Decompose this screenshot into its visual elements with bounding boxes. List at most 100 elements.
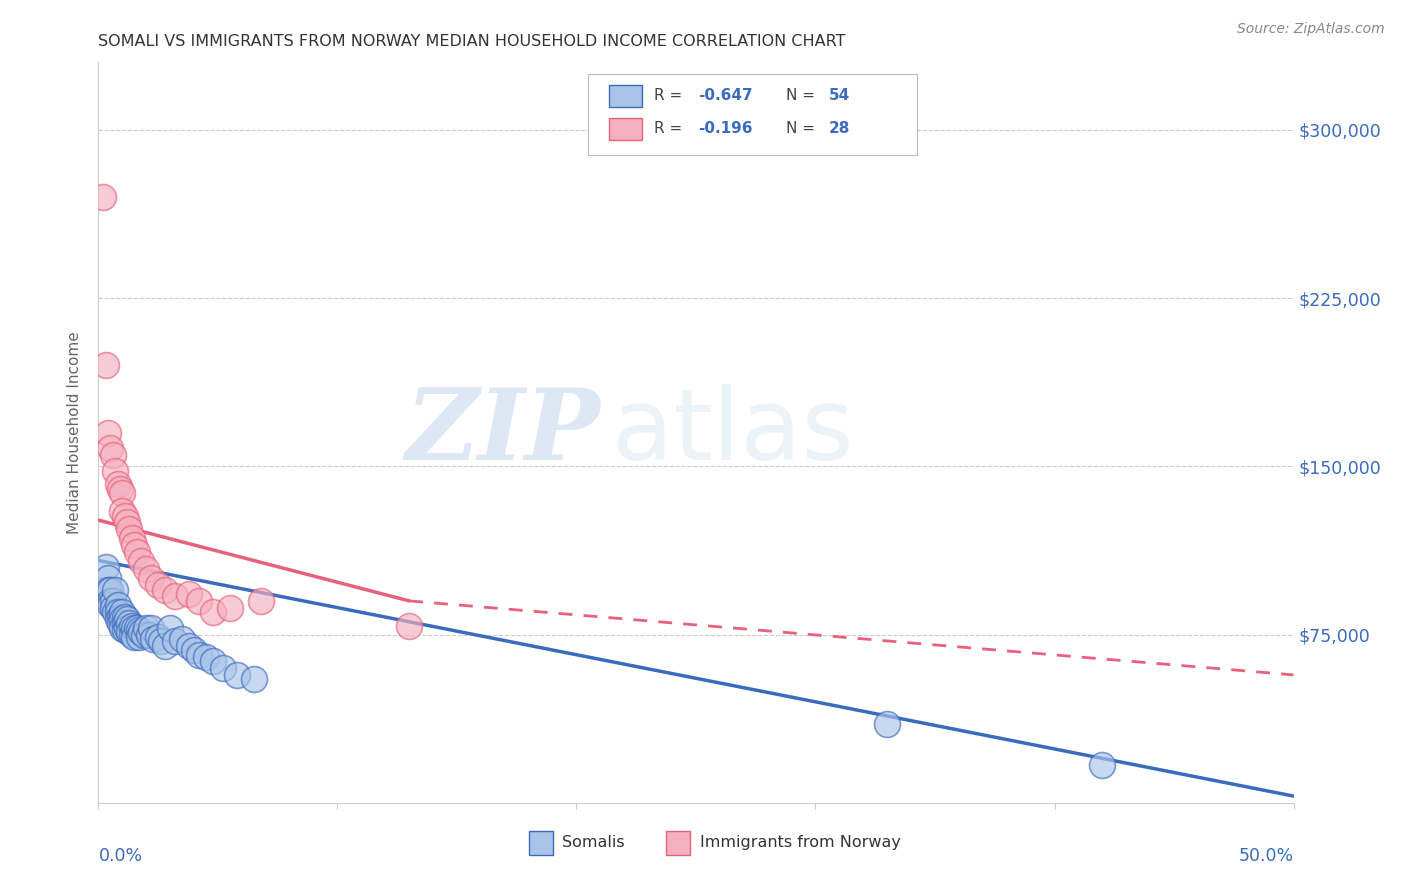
Point — [101, 594, 124, 608]
Point — [149, 634, 172, 648]
Point — [118, 616, 141, 631]
Point — [104, 464, 127, 478]
Point — [104, 582, 127, 597]
Point — [243, 673, 266, 687]
Text: -0.196: -0.196 — [699, 120, 752, 136]
Point — [187, 648, 209, 662]
Point — [111, 621, 134, 635]
Point — [155, 639, 177, 653]
Point — [148, 630, 170, 644]
Point — [179, 587, 201, 601]
Point — [118, 625, 141, 640]
Text: -0.647: -0.647 — [699, 87, 754, 103]
Point — [135, 562, 157, 576]
Point — [101, 600, 124, 615]
FancyBboxPatch shape — [666, 831, 690, 855]
Point — [107, 477, 129, 491]
Point — [124, 538, 146, 552]
Point — [135, 621, 157, 635]
FancyBboxPatch shape — [609, 85, 643, 107]
Point — [125, 544, 148, 558]
Point — [121, 627, 143, 641]
Point — [97, 425, 120, 440]
Point — [108, 609, 131, 624]
Point — [211, 661, 233, 675]
Point — [114, 508, 136, 523]
Point — [98, 442, 122, 456]
Point — [94, 560, 117, 574]
Text: 28: 28 — [828, 120, 851, 136]
Text: 0.0%: 0.0% — [98, 847, 142, 865]
Point — [108, 482, 131, 496]
Point — [101, 448, 124, 462]
Point — [107, 599, 129, 613]
FancyBboxPatch shape — [589, 73, 917, 155]
Point — [114, 609, 136, 624]
Point — [118, 522, 141, 536]
Text: 54: 54 — [828, 87, 849, 103]
Text: 50.0%: 50.0% — [1239, 847, 1294, 865]
Point — [124, 621, 146, 635]
Text: R =: R = — [654, 87, 688, 103]
Point — [202, 605, 225, 619]
Point — [163, 590, 186, 604]
Point — [155, 582, 177, 597]
Point — [94, 359, 117, 373]
Point — [226, 668, 249, 682]
Point — [163, 634, 186, 648]
Point — [124, 630, 146, 644]
Point — [132, 627, 155, 641]
Point — [115, 516, 138, 530]
Point — [97, 571, 120, 585]
Point — [121, 531, 143, 545]
FancyBboxPatch shape — [529, 831, 553, 855]
Point — [219, 600, 242, 615]
Point — [128, 623, 150, 637]
Point — [139, 621, 162, 635]
Point — [128, 630, 150, 644]
Point — [97, 582, 120, 597]
Point — [202, 655, 225, 669]
Point — [115, 612, 138, 626]
Point — [107, 612, 129, 626]
Point — [98, 594, 122, 608]
Point — [159, 621, 181, 635]
Point — [139, 571, 162, 585]
Point — [114, 616, 136, 631]
Point — [195, 650, 218, 665]
FancyBboxPatch shape — [609, 118, 643, 140]
Point — [131, 625, 153, 640]
Point — [107, 605, 129, 619]
Text: N =: N = — [786, 120, 820, 136]
Point — [131, 553, 153, 567]
Text: Source: ZipAtlas.com: Source: ZipAtlas.com — [1237, 22, 1385, 37]
Point — [111, 486, 134, 500]
Text: Somalis: Somalis — [562, 835, 624, 850]
Text: ZIP: ZIP — [405, 384, 600, 481]
Point — [142, 632, 165, 646]
Point — [98, 582, 122, 597]
Text: N =: N = — [786, 87, 820, 103]
Point — [876, 717, 898, 731]
Text: R =: R = — [654, 120, 688, 136]
Point — [183, 643, 205, 657]
Point — [115, 621, 138, 635]
Point — [148, 578, 170, 592]
Point — [111, 612, 134, 626]
Point — [91, 190, 114, 204]
Point — [125, 621, 148, 635]
Point — [179, 639, 201, 653]
Point — [398, 618, 420, 632]
Point — [187, 594, 209, 608]
Point — [98, 599, 122, 613]
Text: Immigrants from Norway: Immigrants from Norway — [700, 835, 900, 850]
Y-axis label: Median Household Income: Median Household Income — [67, 331, 83, 534]
Point — [111, 605, 134, 619]
Text: atlas: atlas — [613, 384, 853, 481]
Point — [104, 605, 127, 619]
Point — [111, 504, 134, 518]
Point — [121, 618, 143, 632]
Text: SOMALI VS IMMIGRANTS FROM NORWAY MEDIAN HOUSEHOLD INCOME CORRELATION CHART: SOMALI VS IMMIGRANTS FROM NORWAY MEDIAN … — [98, 34, 846, 49]
Point — [138, 627, 160, 641]
Point — [1091, 757, 1114, 772]
